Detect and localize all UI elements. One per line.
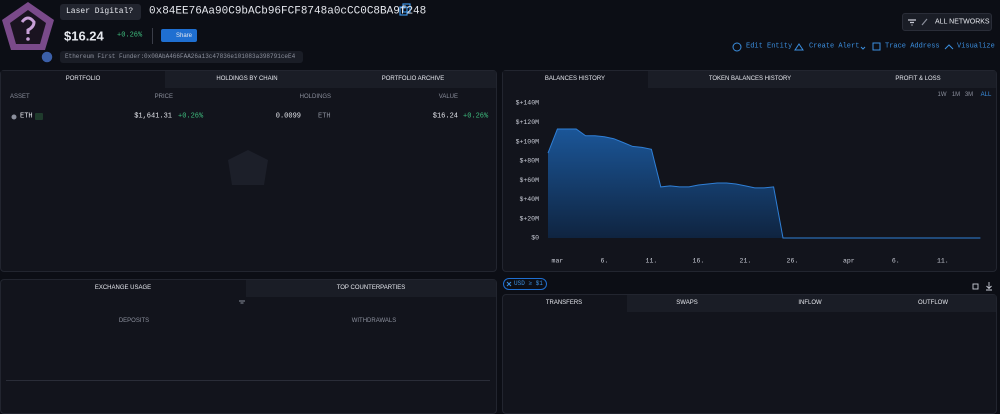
tab[interactable]: HOLDINGS BY CHAIN [216, 76, 278, 82]
entity-pill [60, 4, 141, 20]
tab[interactable]: OUTFLOW [918, 300, 948, 306]
cell: ETH [318, 112, 331, 121]
transfers-panel [502, 294, 997, 414]
cell: +0.26% [463, 112, 489, 121]
tab-bg [648, 71, 996, 88]
divider [152, 28, 153, 44]
axis-line [6, 380, 490, 381]
column-header: WITHDRAWALS [351, 318, 397, 324]
tab-bg [165, 71, 496, 88]
tab[interactable]: PORTFOLIO ARCHIVE [381, 76, 445, 82]
funder-pill [60, 51, 303, 63]
column-header: VALUE [438, 94, 458, 100]
create-alert[interactable]: Create Alert [809, 42, 860, 51]
tab-bg [503, 71, 648, 88]
exchange-panel [0, 279, 497, 414]
funder-label: Ethereum First Funder: [65, 53, 145, 60]
cell: ETH [20, 112, 33, 121]
tab[interactable]: PORTFOLIO [65, 76, 101, 82]
entity-name: Laser Digital? [66, 7, 134, 16]
column-header: ASSET [10, 94, 30, 100]
edit-entity[interactable]: Edit Entity [746, 42, 793, 51]
column-header: DEPOSITS [118, 318, 150, 324]
trace-address[interactable]: Trace Address [885, 42, 940, 51]
dropdown-icon [860, 46, 866, 50]
range-button[interactable]: ALL [980, 92, 992, 98]
range-button[interactable]: 1M [951, 92, 961, 98]
visualize[interactable]: Visualize [957, 42, 995, 51]
change: +0.26% [117, 31, 143, 40]
tab[interactable]: PROFIT & LOSS [895, 76, 941, 82]
cell: $16.24 [432, 112, 458, 121]
portfolio-panel [0, 70, 497, 272]
copy-icon[interactable] [972, 283, 979, 290]
cell: $1,641.31 [134, 112, 172, 121]
funder-address: 0x00AbA466FAA26a13c47836e101083a398791ce… [144, 53, 296, 60]
tab-bg [1, 71, 165, 88]
cell: 0.0099 [275, 112, 301, 121]
avatar [2, 2, 54, 64]
network-label[interactable]: ALL NETWORKS [935, 18, 990, 26]
range-button[interactable]: 1W [937, 92, 947, 98]
tab[interactable]: INFLOW [798, 300, 822, 306]
tab[interactable]: TOKEN BALANCES HISTORY [708, 76, 792, 82]
tab-bg [627, 295, 996, 312]
cell: +0.26% [178, 112, 204, 121]
tab-bg [246, 280, 496, 297]
column-header: HOLDINGS [299, 94, 331, 100]
tab[interactable]: EXCHANGE USAGE [94, 285, 152, 291]
address: 0x84EE76Aa90C9bACb96FCF8748a0cCC0C8BA9f2… [149, 5, 427, 18]
balance: $16.24 [64, 28, 104, 44]
tab[interactable]: TRANSFERS [545, 300, 583, 306]
filter-chip[interactable] [503, 278, 547, 290]
download-icon[interactable] [986, 282, 992, 291]
range-button[interactable]: 3M [964, 92, 974, 98]
history-panel [502, 70, 997, 272]
tab[interactable]: TOP COUNTERPARTIES [336, 285, 406, 291]
column-header: PRICE [154, 94, 173, 100]
share-button-label[interactable]: Share [176, 33, 193, 39]
network-select[interactable] [902, 13, 992, 31]
filter-label[interactable]: USD ≥ $1 [514, 280, 543, 287]
tab[interactable]: BALANCES HISTORY [544, 76, 606, 82]
share-button[interactable] [161, 29, 197, 42]
tab[interactable]: SWAPS [676, 300, 698, 306]
